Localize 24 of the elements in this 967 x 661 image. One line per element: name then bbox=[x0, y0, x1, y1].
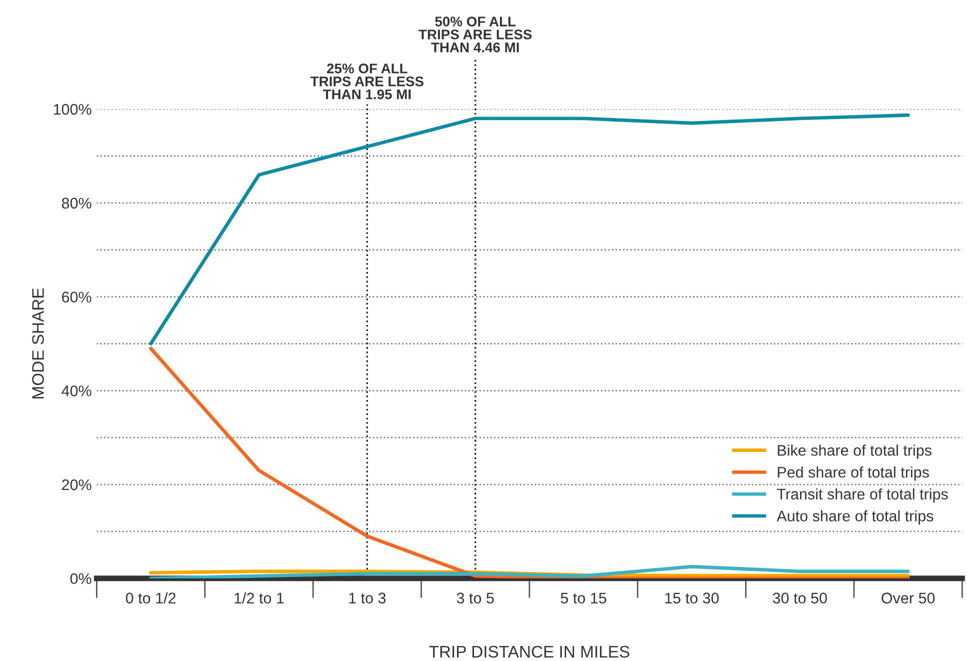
x-tick-label: 1/2 to 1 bbox=[234, 592, 284, 604]
legend-label: Ped share of total trips bbox=[778, 466, 929, 481]
line-series bbox=[149, 113, 910, 346]
y-tick-label: 80% bbox=[62, 198, 92, 209]
x-tick-label: 15 to 30 bbox=[665, 592, 719, 604]
y-tick-label: 100% bbox=[54, 104, 92, 115]
y-tick-label: 60% bbox=[62, 292, 92, 302]
ref-line-label: 50% OF ALL TRIPS ARE LESS THAN 4.46 MI bbox=[418, 16, 532, 52]
y-tick-label: 0% bbox=[70, 573, 92, 584]
y-axis-title: MODE SHARE bbox=[32, 288, 44, 398]
legend-label: Auto share of total trips bbox=[776, 510, 934, 524]
x-tick-label: 0 to 1/2 bbox=[126, 592, 176, 604]
line-series bbox=[149, 564, 910, 578]
x-tick-label: 30 to 50 bbox=[772, 592, 827, 604]
legend-label: Bike share of total trips bbox=[778, 444, 932, 459]
legend-label: Transit share of total trips bbox=[776, 488, 948, 503]
x-tick-label: 1 to 3 bbox=[349, 592, 386, 604]
x-axis-title: TRIP DISTANCE IN MILES bbox=[429, 646, 630, 658]
ref-line-label: 25% OF ALL TRIPS ARE LESS THAN 1.95 MI bbox=[310, 64, 424, 100]
x-tick-label: 5 to 15 bbox=[560, 592, 606, 604]
x-tick-label: Over 50 bbox=[882, 592, 935, 604]
y-tick-label: 20% bbox=[62, 479, 92, 490]
y-tick-label: 40% bbox=[62, 386, 92, 396]
x-tick-label: 3 to 5 bbox=[456, 592, 494, 604]
